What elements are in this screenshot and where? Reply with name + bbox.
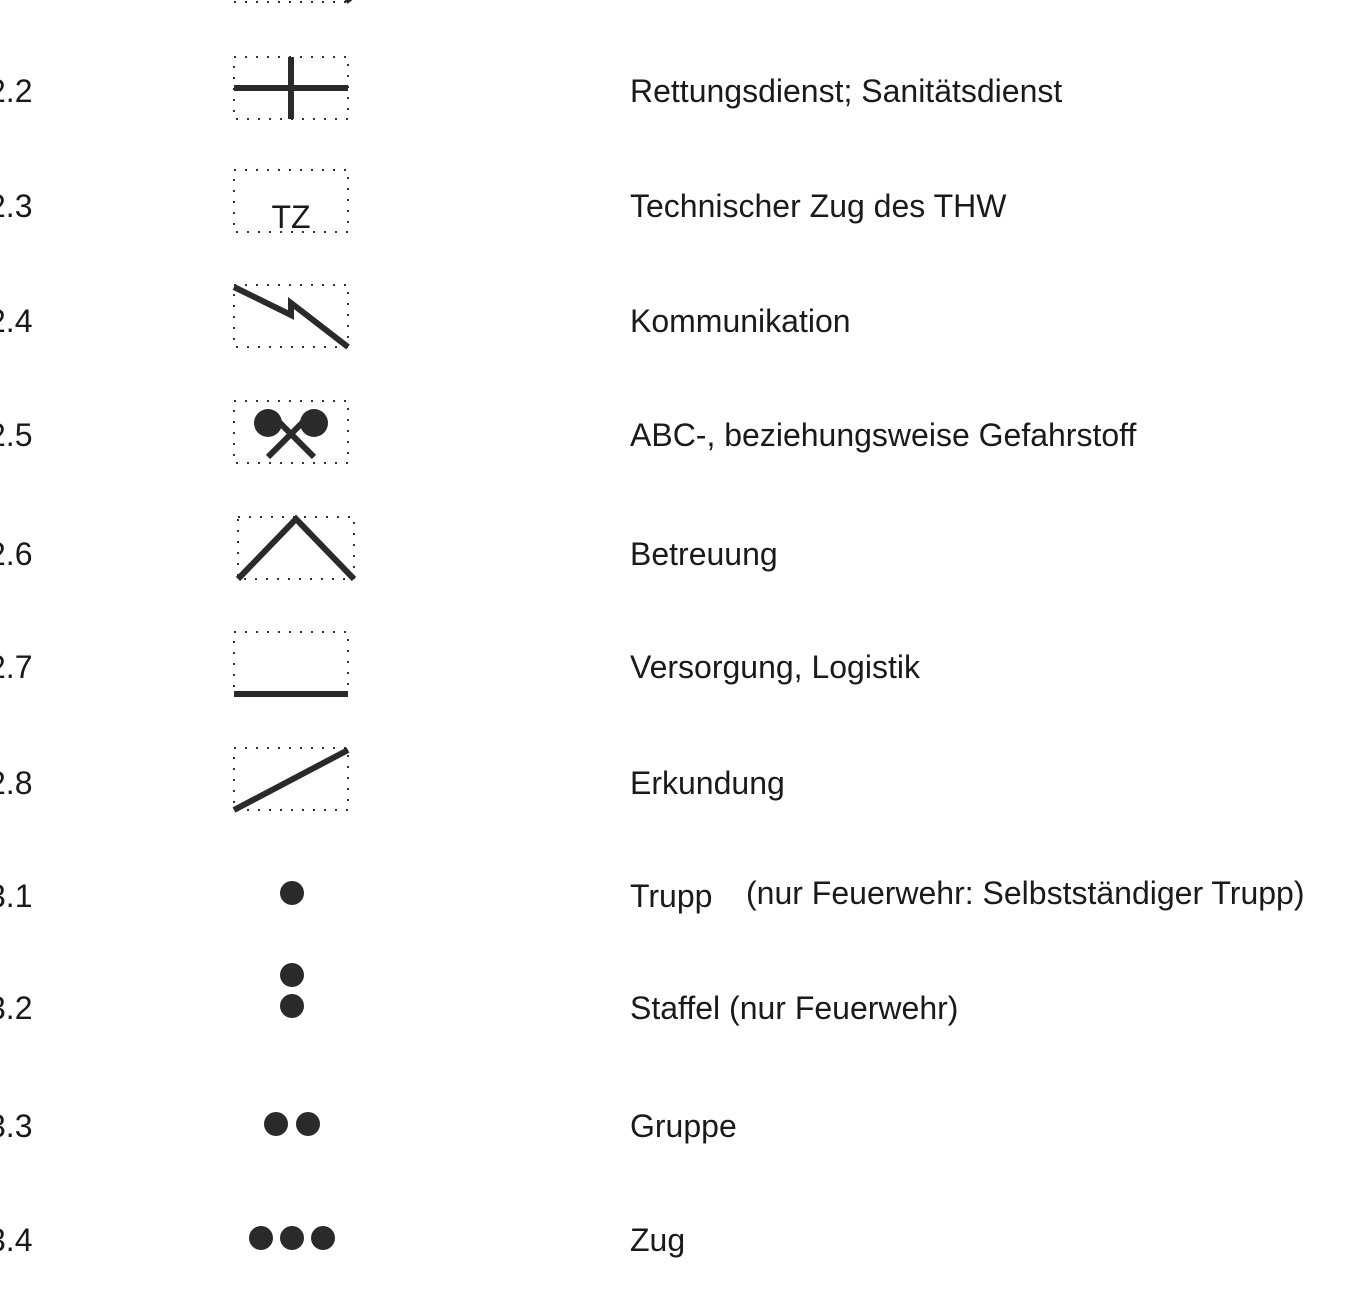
table-row: 3.4 Zug xyxy=(0,0,1355,1256)
row-label: Staffel (nur Feuerwehr) xyxy=(630,990,959,1026)
baseline-icon xyxy=(233,631,349,697)
row-number: 2.3 xyxy=(0,188,33,224)
table-row: 3.1 Trupp (nur Feuerwehr: Selbstständige… xyxy=(0,0,1355,912)
row-label: Erkundung xyxy=(630,765,785,801)
table-row: 2.5 ABC-, beziehungsweise Gefahrstoff xyxy=(0,0,1355,464)
row-number: 2.4 xyxy=(0,303,33,339)
row-number: 3.2 xyxy=(0,990,33,1026)
row-number: 3.3 xyxy=(0,1108,33,1144)
table-row: 2.2 Rettungsdienst; Sanitätsdienst xyxy=(0,0,1355,120)
table-row: 2.8 Erkundung xyxy=(0,0,1355,813)
two-dots-vertical-icon xyxy=(280,963,304,1018)
row-number: 3.1 xyxy=(0,878,33,914)
cross-icon xyxy=(233,56,349,120)
row-label: Gruppe xyxy=(630,1108,737,1144)
two-dots-icon xyxy=(264,1112,320,1136)
diagonal-icon xyxy=(232,747,350,813)
hazmat-cross-icon xyxy=(233,400,349,464)
table-row: 2.6 Betreuung xyxy=(0,0,1355,582)
table-row: 3.2 Staffel (nur Feuerwehr) xyxy=(0,0,1355,1024)
table-row: 3.3 Gruppe xyxy=(0,0,1355,1142)
partial-symbol-icon xyxy=(234,0,353,4)
symbol-text: TZ xyxy=(271,199,310,235)
row-label: Kommunikation xyxy=(630,303,851,339)
row-number: 2.2 xyxy=(0,73,33,109)
three-dots-icon xyxy=(249,1226,335,1250)
roof-icon xyxy=(235,514,357,582)
row-label: Zug xyxy=(630,1222,686,1258)
lightning-icon xyxy=(232,284,350,350)
row-label: Versorgung, Logistik xyxy=(630,649,920,685)
row-label: Rettungsdienst; Sanitätsdienst xyxy=(630,73,1063,109)
row-label: Technischer Zug des THW xyxy=(630,188,1007,224)
row-label: ABC-, beziehungsweise Gefahrstoff xyxy=(630,417,1137,453)
table-row: 2.4 Kommunikation xyxy=(0,0,1355,350)
table-row: 2.3 TZ Technischer Zug des THW xyxy=(0,0,1355,235)
table-row: 2.7 Versorgung, Logistik xyxy=(0,0,1355,697)
single-dot-icon xyxy=(280,881,304,905)
row-number: 2.7 xyxy=(0,649,33,685)
row-note: (nur Feuerwehr: Selbstständiger Trupp) xyxy=(746,875,1305,911)
row-number: 3.4 xyxy=(0,1222,33,1258)
row-number: 2.5 xyxy=(0,417,33,453)
row-number: 2.6 xyxy=(0,536,33,572)
row-number: 2.8 xyxy=(0,765,33,801)
row-label: Trupp xyxy=(630,878,713,914)
tz-text-icon: TZ xyxy=(233,169,349,235)
row-label: Betreuung xyxy=(630,536,778,572)
